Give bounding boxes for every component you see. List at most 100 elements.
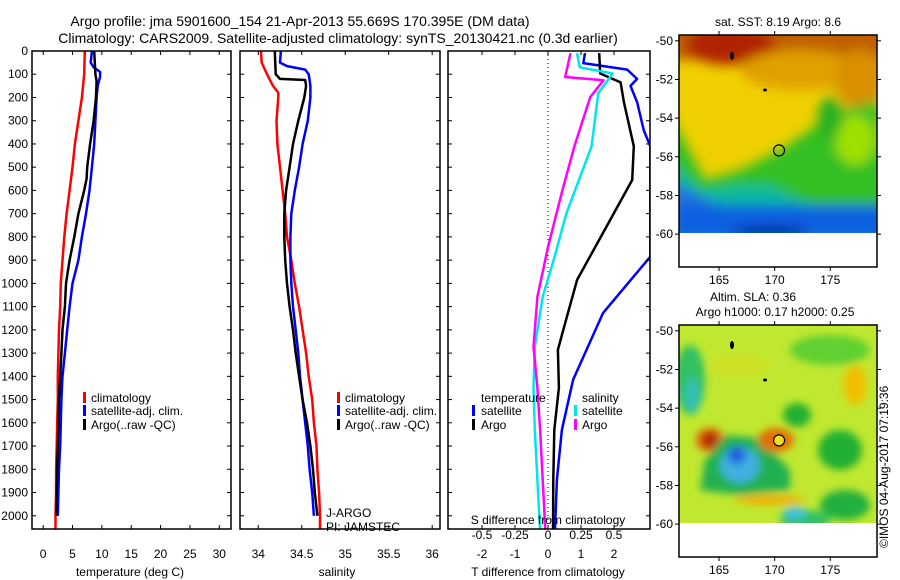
- series-line-argo-raw-qc-: [55, 51, 98, 516]
- s-tick-label: 0.25: [569, 528, 593, 542]
- sla-field: [679, 325, 877, 523]
- lat-tick-label: -50: [656, 34, 674, 48]
- depth-tick-label: 800: [8, 230, 28, 244]
- program-label: J-ARGO: [326, 506, 371, 520]
- legend-swatch-t-satellite: [472, 405, 475, 416]
- depth-tick-label: 1000: [1, 276, 28, 290]
- s-difference-label: S difference from climatology: [471, 513, 626, 527]
- salinity-panel: 34 34.5 35 35.5 36 salinity climatology sate…: [239, 50, 441, 579]
- x-tick-label: 35: [339, 547, 353, 561]
- legend-label-s-satellite: satellite: [582, 404, 623, 418]
- difference-panel: -2 -1 0 1 2 -0.5 -0.25 0 0.25 0.5 S difference f…: [447, 50, 651, 579]
- x-tick-label: 0: [40, 547, 47, 561]
- legend-label-t-argo: Argo: [481, 418, 507, 432]
- depth-tick-label: 600: [8, 183, 28, 197]
- series-line-s-satellite: [532, 52, 614, 529]
- legend-swatch-satellite: [83, 405, 86, 416]
- legend-label-argo: Argo(..raw -QC): [345, 418, 430, 432]
- temperature-xlabel: temperature (deg C): [76, 565, 184, 579]
- lat-tick-label: -58: [656, 188, 674, 202]
- depth-tick-label: 1100: [2, 300, 28, 314]
- depth-tick-label: 200: [8, 90, 28, 104]
- lat-tick-label: -54: [656, 111, 674, 125]
- legend-label-t-satellite: satellite: [481, 404, 522, 418]
- lat-tick-label: -56: [656, 440, 674, 454]
- depth-tick-label: 300: [8, 114, 28, 128]
- sst-map: sat. SST: 8.19 Argo: 8.6 165 170 175 -50 -52…: [656, 15, 881, 287]
- s-tick-label: 0: [545, 528, 552, 542]
- temperature-legend: climatology satellite-adj. clim. Argo(..…: [83, 391, 183, 432]
- depth-tick-label: 1600: [1, 416, 28, 430]
- sst-field: [679, 35, 877, 233]
- x-tick-label: 20: [154, 547, 168, 561]
- copyright-timestamp: ©IMOS 04-Aug-2017 07:19:36: [877, 385, 891, 548]
- legend-header-temperature: temperature: [481, 391, 546, 405]
- depth-tick-label: 1400: [1, 369, 28, 383]
- series-line-t-argo: [551, 53, 636, 529]
- x-tick-label: 10: [95, 547, 109, 561]
- legend-swatch-s-satellite: [574, 405, 577, 416]
- lon-tick-label: 165: [709, 563, 729, 577]
- pi-label: PI: JAMSTEC: [326, 520, 400, 534]
- lat-tick-label: -50: [656, 324, 674, 338]
- sla-map: Altim. SLA: 0.36 Argo h1000: 0.17 h2000:…: [656, 290, 881, 577]
- legend-label-s-argo: Argo: [582, 418, 608, 432]
- legend-label-climatology: climatology: [345, 391, 405, 405]
- depth-tick-label: 1700: [1, 439, 28, 453]
- lon-tick-label: 175: [820, 563, 840, 577]
- depth-tick-label: 1500: [1, 393, 28, 407]
- lat-tick-label: -54: [656, 401, 674, 415]
- sst-map-islands: [730, 52, 767, 92]
- x-tick-label: 25: [183, 547, 197, 561]
- x-tick-label: 30: [213, 547, 227, 561]
- s-tick-label: 0.5: [606, 528, 623, 542]
- x-tick-label: 34: [252, 547, 266, 561]
- legend-swatch-satellite: [337, 405, 340, 416]
- series-line-s-argo: [532, 52, 605, 529]
- lon-tick-label: 170: [765, 563, 785, 577]
- lat-tick-label: -52: [656, 362, 674, 376]
- lat-tick-label: -60: [656, 517, 674, 531]
- x-tick-label: -2: [477, 547, 488, 561]
- legend-label-argo: Argo(..raw -QC): [91, 418, 176, 432]
- depth-tick-label: 700: [8, 207, 28, 221]
- x-tick-label: 1: [578, 547, 585, 561]
- s-tick-label: -0.25: [501, 528, 529, 542]
- depth-tick-label: 1900: [1, 486, 28, 500]
- x-tick-label: 5: [69, 547, 76, 561]
- depth-tick-label: 1200: [1, 323, 28, 337]
- lat-tick-label: -56: [656, 150, 674, 164]
- difference-axes-frame: [447, 50, 651, 530]
- legend-swatch-argo: [83, 419, 86, 430]
- legend-label-satellite: satellite-adj. clim.: [91, 404, 183, 418]
- x-tick-label: 34.5: [290, 547, 314, 561]
- sla-map-title: Altim. SLA: 0.36: [710, 290, 796, 304]
- depth-tick-label: 1800: [1, 462, 28, 476]
- temperature-panel: 0100200300400500600700800900100011001200…: [1, 44, 232, 579]
- figure-title-line1: Argo profile: jma 5901600_154 21-Apr-201…: [70, 13, 529, 29]
- sla-map-islands: [730, 341, 767, 382]
- x-tick-label: 36: [425, 547, 439, 561]
- lat-tick-label: -58: [656, 478, 674, 492]
- legend-label-satellite: satellite-adj. clim.: [345, 404, 437, 418]
- series-line-satellite-adj-clim-: [56, 51, 102, 516]
- x-tick-label: -1: [510, 547, 521, 561]
- x-tick-label: 2: [611, 547, 618, 561]
- figure-title-line2: Climatology: CARS2009. Satellite-adjuste…: [58, 30, 618, 46]
- depth-tick-label: 100: [8, 67, 28, 81]
- x-tick-label: 0: [545, 547, 552, 561]
- series-line-satellite-adj-clim-: [278, 51, 316, 516]
- depth-tick-label: 400: [8, 137, 28, 151]
- t-difference-label: T difference from climatology: [471, 565, 625, 579]
- depth-tick-label: 900: [8, 253, 28, 267]
- sla-map-frame: [678, 324, 878, 558]
- argo-float-marker: [772, 144, 786, 157]
- x-tick-label: 35.5: [377, 547, 401, 561]
- legend-swatch-t-argo: [472, 419, 475, 430]
- salinity-xlabel: salinity: [319, 565, 356, 579]
- legend-swatch-argo: [337, 419, 340, 430]
- s-tick-label: -0.5: [472, 528, 493, 542]
- series-line-t-satellite: [553, 52, 650, 529]
- legend-swatch-climatology: [337, 392, 340, 403]
